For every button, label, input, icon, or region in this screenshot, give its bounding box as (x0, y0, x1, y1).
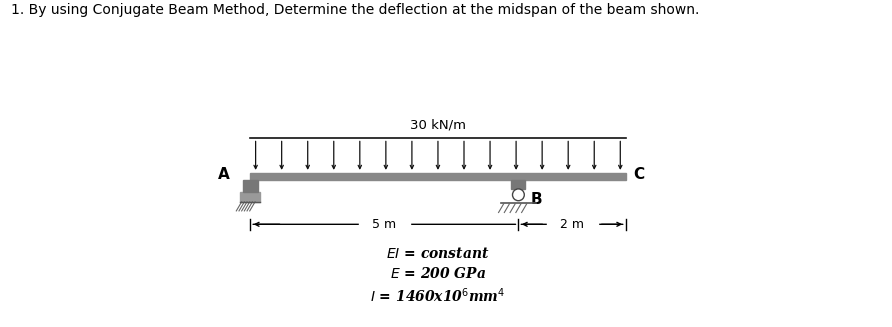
Text: 1. By using Conjugate Beam Method, Determine the deflection at the midspan of th: 1. By using Conjugate Beam Method, Deter… (11, 3, 699, 17)
Text: $\mathit{EI}$ = constant: $\mathit{EI}$ = constant (386, 246, 490, 261)
Text: 5 m: 5 m (364, 218, 404, 231)
Text: $\mathit{I}$ = 1460x10$^6$mm$^4$: $\mathit{I}$ = 1460x10$^6$mm$^4$ (370, 286, 506, 305)
Text: A: A (219, 167, 230, 182)
Circle shape (513, 189, 524, 201)
Text: 2 m: 2 m (552, 218, 592, 231)
Text: $\mathit{E}$ = 200 GPa: $\mathit{E}$ = 200 GPa (390, 266, 486, 281)
Bar (243, 180, 258, 192)
Text: 30 kN/m: 30 kN/m (410, 118, 466, 131)
Text: B: B (530, 192, 541, 207)
Bar (251, 173, 625, 180)
Text: C: C (633, 167, 645, 182)
Bar (240, 192, 260, 202)
Bar (511, 180, 525, 189)
